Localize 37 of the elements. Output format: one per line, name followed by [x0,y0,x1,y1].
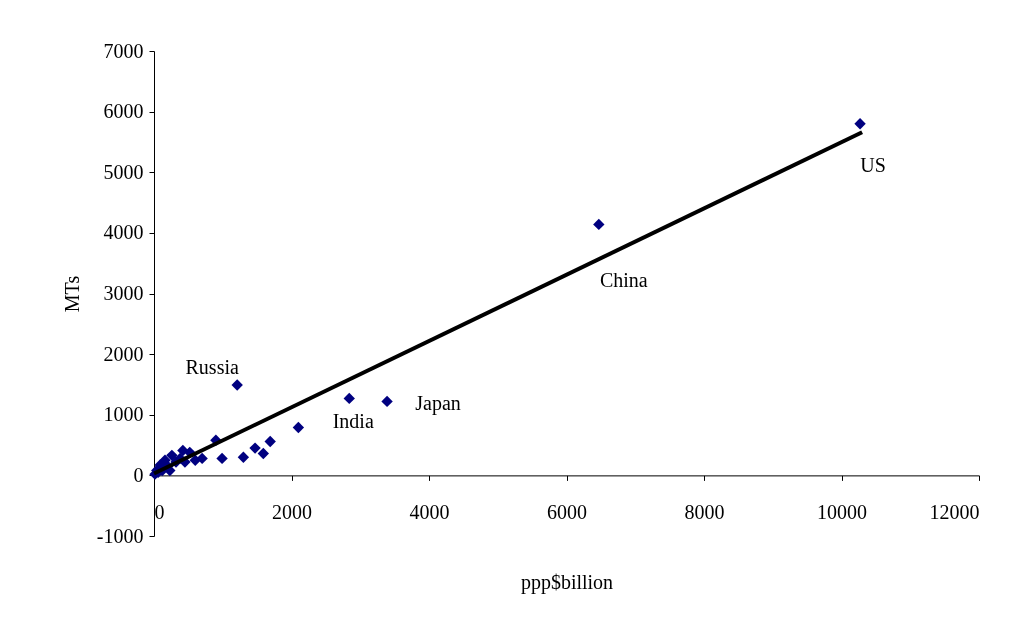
y-tick-label: 7000 [103,39,144,62]
annotation: Russia [185,356,239,379]
point [166,449,178,462]
x-tick-label: 2000 [272,500,312,523]
point [189,454,201,466]
point [854,118,866,130]
x-axis-title: ppp$billion [520,570,614,594]
x-tick-label: 8000 [684,500,725,523]
x-tick-label: 4000 [409,500,450,523]
y-tick-label: 6000 [103,100,144,123]
point [593,218,605,231]
point [177,444,189,457]
y-tick-label: -1000 [96,524,144,547]
y-tick-label: 4000 [103,221,144,244]
point [257,447,270,460]
x-tick-label: 0 [154,500,165,523]
point [216,452,228,465]
point [249,442,261,454]
x-tick-label: 12000 [929,500,980,523]
x-tick-label: 6000 [547,500,587,523]
point [237,451,250,463]
y-tick-label: 1000 [103,403,144,426]
point [343,392,355,405]
annotation: India [332,410,374,433]
point [231,379,243,391]
y-tick-label: 2000 [103,342,144,365]
x-tick-label: 10000 [817,500,867,523]
y-tick-label: 3000 [103,282,144,304]
annotation: US [860,153,886,176]
y-tick-label: 5000 [103,160,144,183]
annotation: Japan [415,392,461,416]
point [292,421,305,434]
y-tick-label: 0 [133,463,144,486]
point [264,435,276,448]
annotation: China [599,269,648,292]
y-axis-title: MTs [60,275,83,313]
point [381,395,393,408]
